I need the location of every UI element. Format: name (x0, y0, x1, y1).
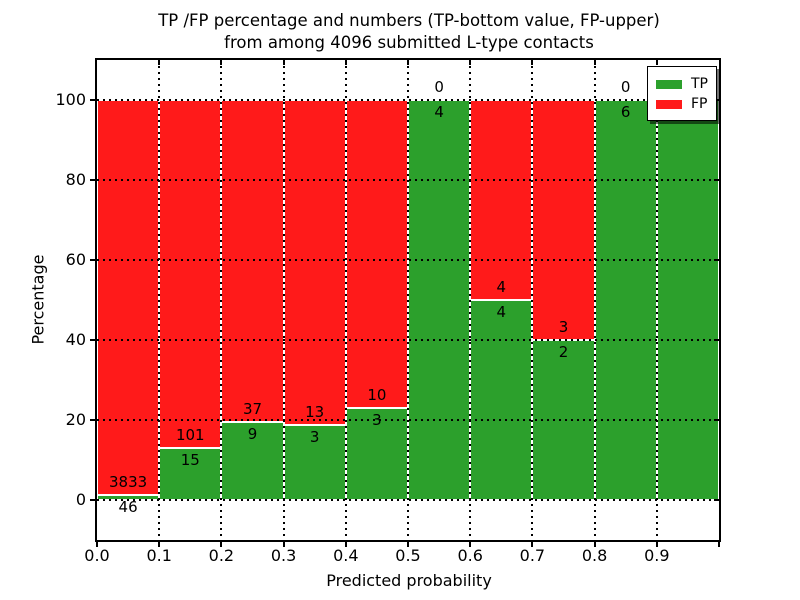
x-tick-mark (655, 542, 658, 547)
x-tick-mark (531, 542, 534, 547)
y-tick-mark (90, 419, 95, 421)
x-tick-mark (593, 542, 596, 547)
tp-count-label: 46 (118, 498, 138, 517)
bar-tp-segment (656, 100, 719, 500)
legend: TP FP (647, 66, 717, 121)
y-tick-mark-right (714, 339, 719, 341)
fp-count-label: 101 (175, 426, 205, 445)
x-tick-mark (220, 542, 223, 547)
x-tick-mark-top (158, 60, 161, 65)
x-tick-mark-top (593, 60, 596, 65)
chart-subtitle: from among 4096 submitted L-type contact… (224, 33, 594, 52)
tp-count-label: 3 (372, 410, 382, 429)
y-tick-label: 20 (65, 410, 86, 429)
tp-count-label: 4 (496, 303, 507, 321)
fp-count-label: 13 (305, 403, 325, 421)
bar-fp-segment (159, 100, 222, 449)
tp-count-label: 3 (309, 428, 320, 446)
x-tick-mark-top (282, 60, 285, 65)
y-tick-mark-right (714, 419, 719, 421)
x-tick-label: 0.0 (84, 546, 110, 565)
fp-count-label: 10 (367, 385, 387, 404)
tp-count-label: 4 (434, 103, 444, 121)
x-tick-mark-top (220, 60, 223, 65)
x-axis-label: Predicted probability (326, 571, 492, 590)
y-tick-label: 40 (65, 330, 86, 349)
fp-count-label: 3833 (109, 473, 148, 492)
bar-fp-segment (470, 100, 533, 300)
y-tick-mark (90, 259, 95, 261)
x-tick-label: 0.2 (208, 546, 235, 565)
bar-fp-segment (345, 100, 408, 408)
bar-tp-segment (532, 340, 595, 500)
bar-tp-segment (594, 100, 657, 500)
plot-area: 383346101153791331030444320603 (95, 58, 721, 542)
x-tick-mark-top (469, 60, 472, 65)
x-tick-mark (282, 542, 285, 547)
y-tick-label: 60 (65, 250, 86, 269)
tp-count-label: 15 (180, 451, 200, 470)
tp-count-label: 2 (558, 343, 569, 361)
x-tick-label: 0.7 (519, 546, 546, 565)
x-tick-mark (96, 542, 98, 547)
legend-swatch-fp (656, 99, 682, 109)
legend-entry: TP (656, 74, 708, 94)
x-tick-mark (158, 542, 161, 547)
bar-fp-segment (283, 100, 346, 425)
x-tick-label: 0.6 (457, 546, 483, 565)
bar-fp-segment (97, 100, 160, 496)
fp-count-label: 0 (620, 78, 631, 96)
x-tick-label: 0.1 (146, 546, 172, 565)
x-tick-mark-top (655, 60, 658, 65)
legend-label: TP (691, 76, 708, 92)
y-tick-label: 80 (65, 170, 86, 189)
x-tick-label: 0.9 (644, 546, 670, 565)
x-tick-label: 0.8 (581, 546, 608, 565)
y-tick-label: 0 (75, 490, 86, 509)
fp-count-label: 4 (496, 278, 507, 296)
x-tick-mark (344, 542, 347, 547)
y-tick-mark (90, 99, 95, 101)
legend-swatch-tp (656, 79, 682, 89)
x-tick-mark-top (344, 60, 347, 65)
x-tick-mark (469, 542, 472, 547)
y-tick-mark-right (714, 499, 719, 501)
y-tick-mark-right (714, 259, 719, 261)
fp-count-label: 0 (434, 78, 444, 96)
x-tick-mark (407, 542, 409, 547)
tp-count-label: 9 (247, 424, 258, 443)
bar-fp-segment (221, 100, 284, 422)
x-tick-mark-top (531, 60, 534, 65)
fp-count-label: 37 (242, 399, 263, 418)
tp-count-label: 6 (620, 103, 631, 121)
y-tick-mark (90, 179, 95, 181)
x-tick-label: 0.4 (333, 546, 359, 565)
legend-label: FP (691, 96, 708, 112)
x-tick-label: 0.3 (270, 546, 297, 565)
fp-count-label: 3 (558, 318, 569, 336)
chart-title: TP /FP percentage and numbers (TP-bottom… (158, 11, 660, 30)
legend-entry: FP (656, 94, 708, 114)
bar-fp-segment (532, 100, 595, 340)
bar-tp-segment (408, 100, 471, 500)
x-tick-label: 0.5 (395, 546, 421, 565)
x-tick-mark (718, 542, 720, 547)
x-tick-mark-top (407, 60, 409, 65)
y-tick-mark (90, 339, 95, 341)
y-tick-mark (90, 499, 95, 501)
y-tick-mark-right (714, 179, 719, 181)
y-axis-label: Percentage (28, 254, 48, 345)
y-tick-label: 100 (55, 90, 86, 109)
bar-tp-segment (470, 300, 533, 500)
